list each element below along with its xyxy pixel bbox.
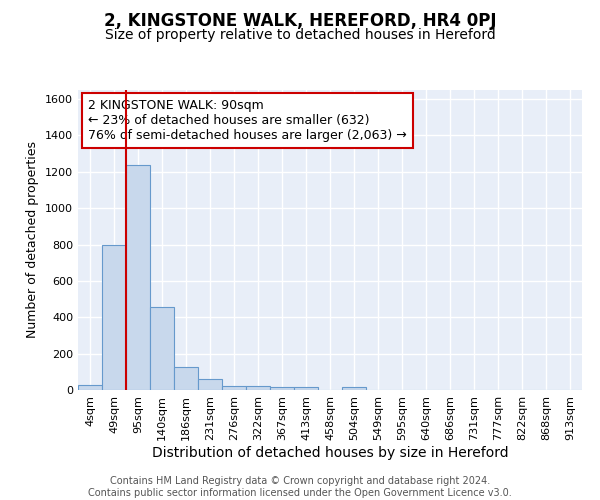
X-axis label: Distribution of detached houses by size in Hereford: Distribution of detached houses by size …: [152, 446, 508, 460]
Bar: [222, 386, 246, 390]
Text: Contains HM Land Registry data © Crown copyright and database right 2024.
Contai: Contains HM Land Registry data © Crown c…: [88, 476, 512, 498]
Bar: [198, 378, 222, 390]
Bar: [174, 368, 198, 390]
Bar: [342, 388, 366, 390]
Bar: [294, 388, 318, 390]
Bar: [246, 386, 270, 390]
Y-axis label: Number of detached properties: Number of detached properties: [26, 142, 40, 338]
Bar: [78, 386, 102, 390]
Bar: [150, 308, 174, 390]
Text: Size of property relative to detached houses in Hereford: Size of property relative to detached ho…: [104, 28, 496, 42]
Text: 2, KINGSTONE WALK, HEREFORD, HR4 0PJ: 2, KINGSTONE WALK, HEREFORD, HR4 0PJ: [104, 12, 496, 30]
Bar: [102, 244, 126, 390]
Text: 2 KINGSTONE WALK: 90sqm
← 23% of detached houses are smaller (632)
76% of semi-d: 2 KINGSTONE WALK: 90sqm ← 23% of detache…: [88, 99, 407, 142]
Bar: [126, 164, 150, 390]
Bar: [270, 388, 294, 390]
